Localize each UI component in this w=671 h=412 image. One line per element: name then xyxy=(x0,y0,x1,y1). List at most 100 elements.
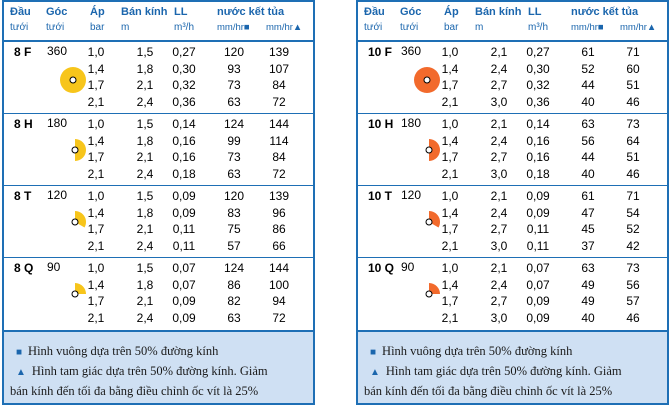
flow-value: 0,09 xyxy=(526,294,550,308)
radius-value: 2,1 xyxy=(136,78,154,92)
table-row: 1,7 2,1 0,16 73 84 xyxy=(4,149,313,166)
pressure-value: 1,4 xyxy=(87,61,105,76)
flow-value: 0,09 xyxy=(172,189,196,203)
spray-angle: 90 xyxy=(401,260,415,274)
precip-square-value: 124 xyxy=(223,117,245,131)
precip-square-value: 63 xyxy=(227,166,241,181)
header-flow-unit: m³/h xyxy=(174,22,194,33)
nozzle-model: 10 F xyxy=(368,45,393,59)
precip-triangle-value: 66 xyxy=(272,238,286,253)
flow-value: 0,09 xyxy=(172,294,196,308)
flow-value: 0,09 xyxy=(526,310,550,325)
flow-value: 0,11 xyxy=(172,238,196,253)
precip-square-value: 83 xyxy=(227,205,241,220)
header-precip-label: nước kết tủa xyxy=(571,6,639,18)
precip-square-value: 63 xyxy=(581,261,595,275)
footnote-triangle-text: Hình tam giác dựa trên 50% đường kính. G… xyxy=(31,364,268,378)
flow-value: 0,27 xyxy=(526,45,550,59)
precip-triangle-value: 84 xyxy=(272,150,286,164)
precip-triangle-value: 72 xyxy=(272,310,286,325)
precip-square-value: 75 xyxy=(227,222,241,236)
radius-value: 2,4 xyxy=(490,205,508,220)
precip-square-value: 40 xyxy=(581,94,595,109)
table-row: 2,1 3,0 0,11 37 42 xyxy=(358,238,667,255)
table-row: 1,0 1,5 0,09 120 139 xyxy=(4,188,313,205)
group-divider xyxy=(4,185,313,186)
header-nozzle: Đầu tưới xyxy=(364,6,385,34)
pressure-value: 1,4 xyxy=(87,205,105,220)
table-row: 2,1 3,0 0,36 40 46 xyxy=(358,94,667,111)
precip-triangle-value: 56 xyxy=(626,277,640,292)
table-row: 2,1 3,0 0,09 40 46 xyxy=(358,310,667,327)
flow-value: 0,09 xyxy=(526,189,550,203)
precip-square-value: 52 xyxy=(581,61,595,76)
pressure-value: 1,0 xyxy=(441,117,459,131)
header-flow: LL m³/h xyxy=(174,7,194,34)
pressure-value: 1,0 xyxy=(87,45,105,59)
nozzle-group: 8 F 360 1,0 1,5 0,27 120 139 1,4 1,8 0,30 93 107 1,7… xyxy=(4,42,313,114)
precip-triangle-value: 57 xyxy=(626,294,640,308)
precip-triangle-value: 51 xyxy=(626,78,640,92)
half-circle-nozzle-icon xyxy=(425,139,440,161)
footnote-triangle-cont: bán kính đến tối đa bằng điều chỉnh ốc v… xyxy=(10,384,259,398)
precip-square-value: 120 xyxy=(223,189,245,203)
flow-value: 0,16 xyxy=(172,133,196,148)
table-row: 2,1 3,0 0,18 40 46 xyxy=(358,166,667,183)
header-pressure-unit: bar xyxy=(444,22,459,33)
header-radius-unit: m xyxy=(475,22,484,33)
header-nozzle-unit: tưới xyxy=(10,22,29,33)
table-row: 2,1 2,4 0,18 63 72 xyxy=(4,166,313,183)
precip-square-value: 47 xyxy=(581,205,595,220)
pressure-value: 1,7 xyxy=(441,78,459,92)
pressure-value: 2,1 xyxy=(87,238,105,253)
pressure-value: 2,1 xyxy=(87,94,105,109)
precip-triangle-value: 139 xyxy=(268,45,290,59)
radius-value: 2,4 xyxy=(136,166,154,181)
left-spec-table: Đầu tưới Góc tưới Áp bar Bán kính m LL m³/h nước k… xyxy=(2,0,315,405)
flow-value: 0,07 xyxy=(172,277,196,292)
header-angle-label: Góc xyxy=(400,6,422,18)
radius-value: 3,0 xyxy=(490,94,508,109)
header-angle-unit: tưới xyxy=(46,22,65,33)
header-pressure: Áp bar xyxy=(444,7,459,34)
precip-triangle-value: 54 xyxy=(626,205,640,220)
footnote-triangle-cont: bán kính đến tối đa bằng điều chỉnh ốc v… xyxy=(364,384,613,398)
radius-value: 3,0 xyxy=(490,310,508,325)
radius-value: 2,4 xyxy=(136,94,154,109)
flow-value: 0,18 xyxy=(526,166,550,181)
header-nozzle-label: Đầu xyxy=(364,6,385,18)
header-flow-label: LL xyxy=(528,6,542,18)
spray-angle: 360 xyxy=(401,44,422,58)
header-angle-label: Góc xyxy=(46,6,68,18)
flow-value: 0,09 xyxy=(172,205,196,220)
nozzle-model: 10 T xyxy=(368,189,393,203)
footnote-square-text: Hình vuông dựa trên 50% đường kính xyxy=(28,344,219,358)
radius-value: 2,4 xyxy=(490,133,508,148)
pressure-value: 1,7 xyxy=(441,150,459,164)
footnote-triangle: ▲ Hình tam giác dựa trên 50% đường kính. … xyxy=(370,362,661,382)
precip-triangle-value: 84 xyxy=(272,78,286,92)
radius-value: 2,7 xyxy=(490,294,508,308)
quarter-circle-nozzle-icon xyxy=(425,283,440,298)
precip-triangle-value: 114 xyxy=(269,133,289,148)
radius-value: 2,1 xyxy=(490,45,508,59)
precip-triangle-value: 42 xyxy=(626,238,640,253)
precip-square-value: 61 xyxy=(581,189,595,203)
precip-triangle-value: 60 xyxy=(626,61,640,76)
table-row: 2,1 2,4 0,11 57 66 xyxy=(4,238,313,255)
table-row: 1,0 2,1 0,27 61 71 xyxy=(358,44,667,61)
flow-value: 0,11 xyxy=(526,238,550,253)
header-radius-unit: m xyxy=(121,22,130,33)
table-row: 1,0 2,1 0,14 63 73 xyxy=(358,116,667,133)
quarter-circle-nozzle-icon xyxy=(71,283,86,298)
nozzle-group: 10 T 120 1,0 2,1 0,09 61 71 1,4 2,4 0,09 47 54 1,7 2,… xyxy=(358,186,667,258)
nozzle-model: 8 H xyxy=(14,117,33,131)
precip-square-value: 44 xyxy=(581,150,595,164)
radius-value: 3,0 xyxy=(490,238,508,253)
radius-value: 2,1 xyxy=(490,261,508,275)
flow-value: 0,16 xyxy=(526,150,550,164)
table-row: 1,4 1,8 0,30 93 107 xyxy=(4,61,313,78)
nozzle-group: 10 Q 90 1,0 2,1 0,07 63 73 1,4 2,4 0,07 49 56 1,7 2,7… xyxy=(358,258,667,330)
table-row: 1,0 1,5 0,27 120 139 xyxy=(4,44,313,61)
flow-value: 0,11 xyxy=(172,222,196,236)
